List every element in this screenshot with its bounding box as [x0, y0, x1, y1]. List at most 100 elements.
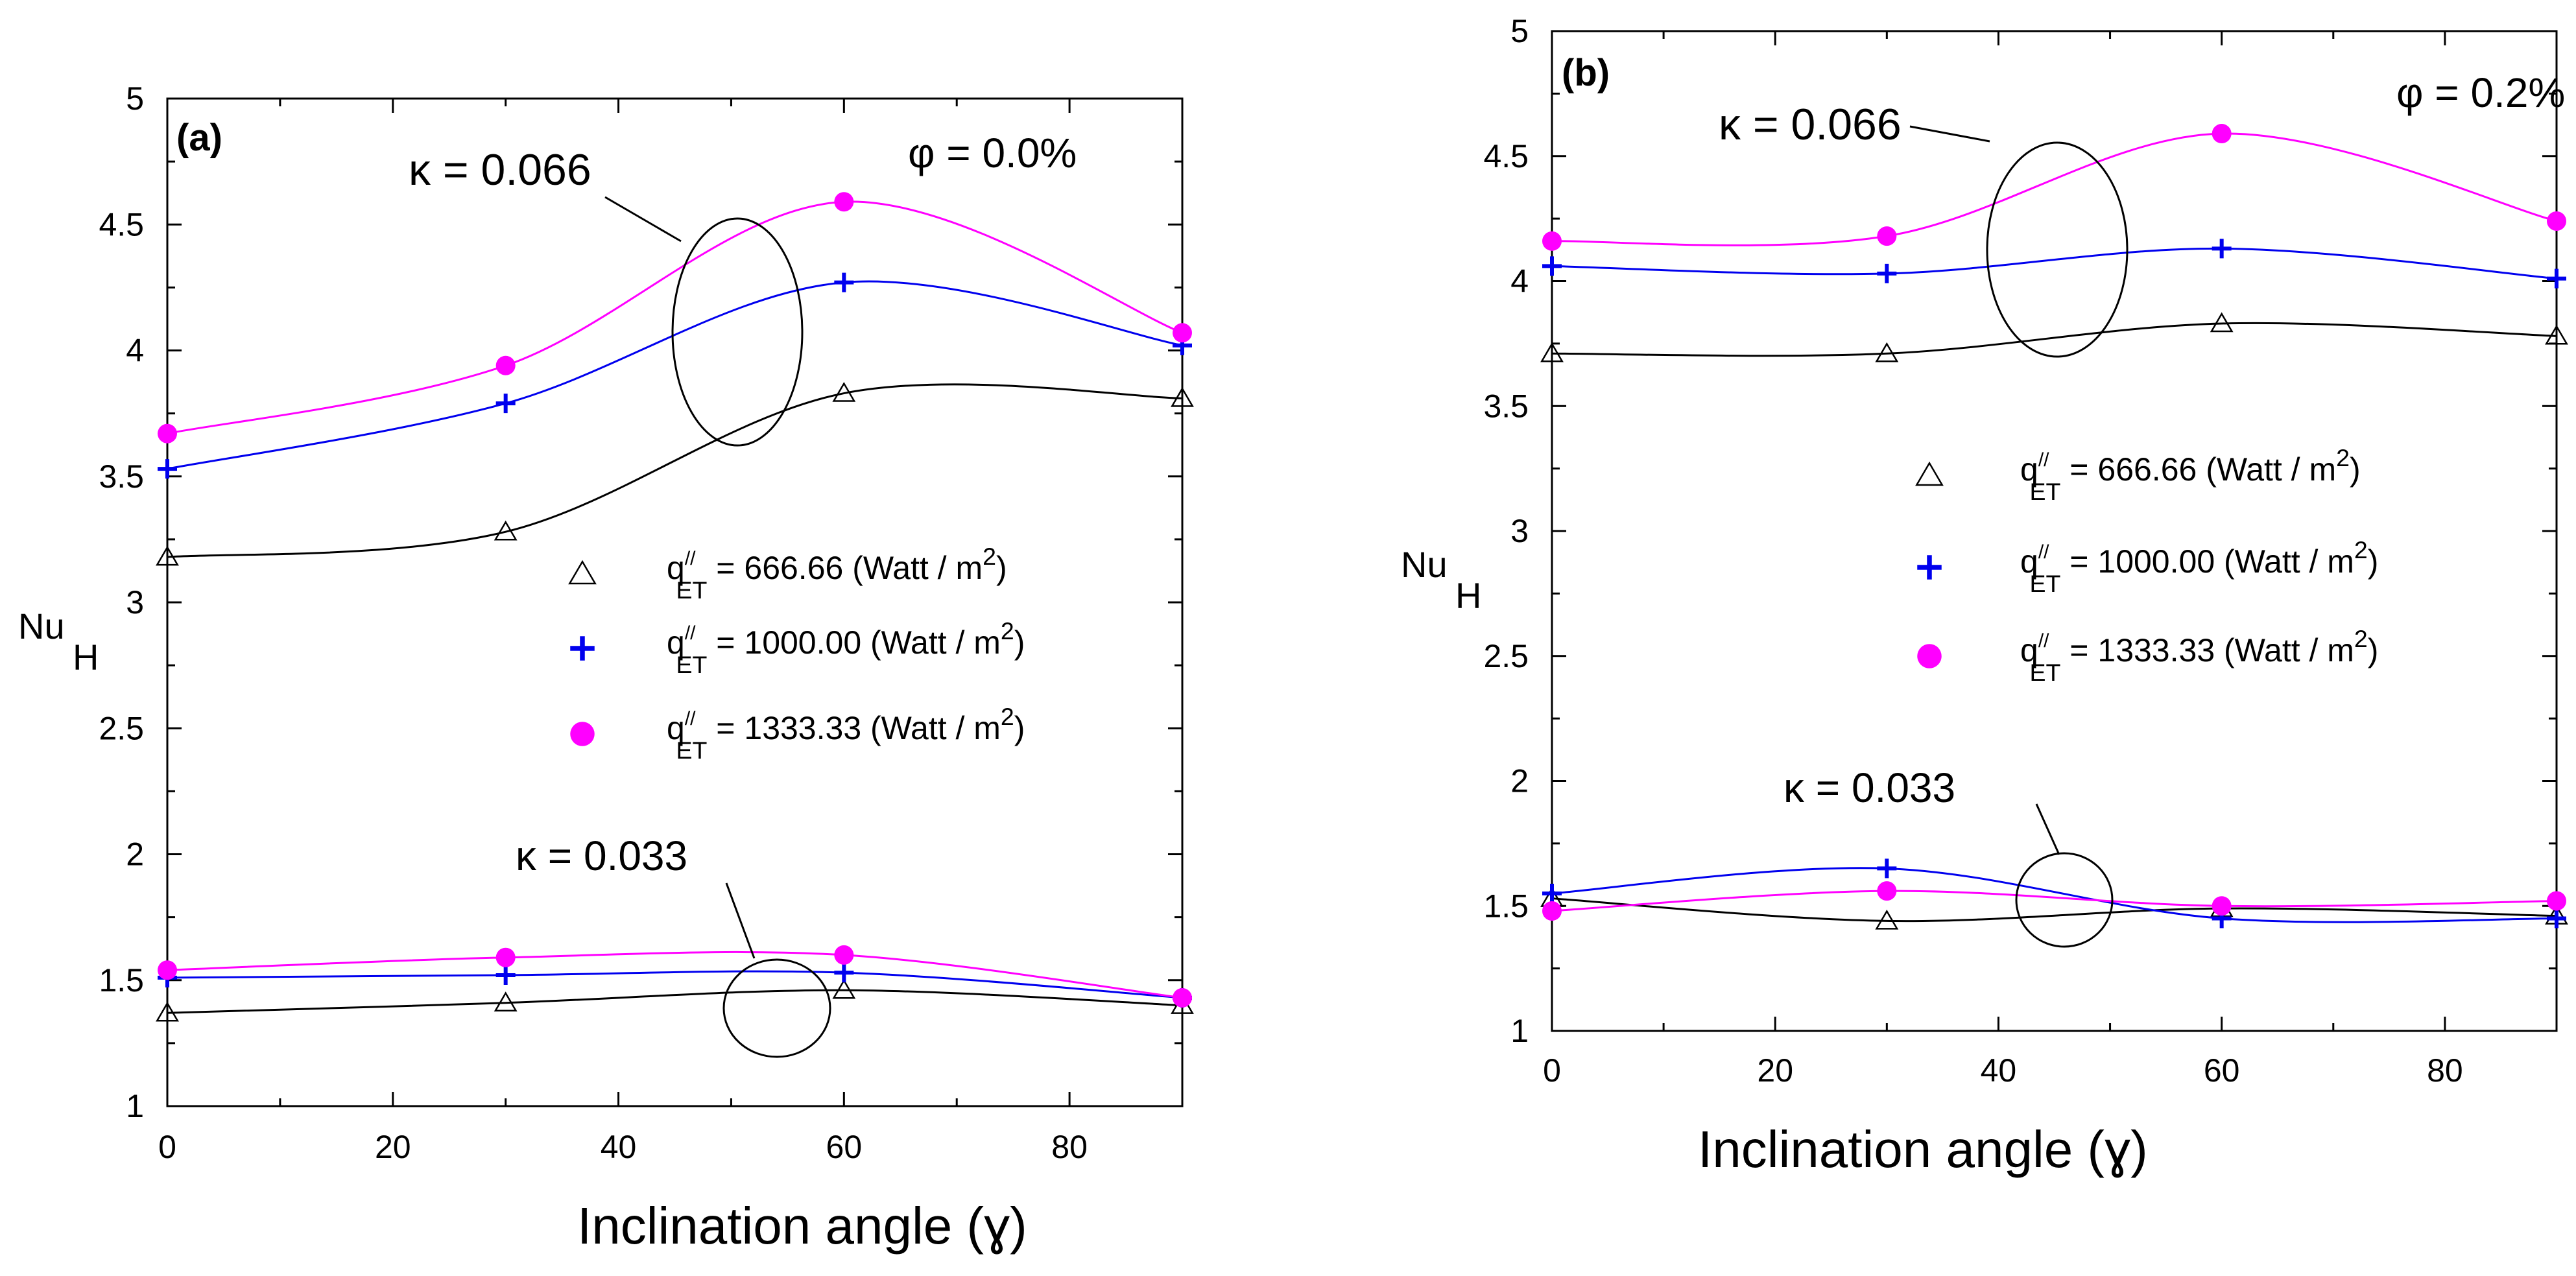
data-point-q1000 [158, 459, 177, 479]
data-point-q666 [494, 991, 518, 1011]
x-tick-label: 20 [375, 1129, 411, 1165]
data-point-q666 [2210, 312, 2234, 333]
data-point-q1333 [1542, 901, 1562, 921]
y-tick-label: 2.5 [99, 710, 144, 746]
data-point-q1000 [495, 394, 516, 414]
data-point-q1333 [834, 945, 854, 965]
data-point-q1333 [834, 192, 854, 212]
data-point-q1333 [495, 947, 516, 967]
y-tick-label: 1 [126, 1088, 144, 1124]
data-point-q666 [832, 978, 856, 999]
ellipse-leader-line-1 [604, 196, 682, 242]
data-point-q1333 [1542, 231, 1562, 251]
legend-marker-q666 [1915, 461, 1944, 486]
legend-close: ) [996, 550, 1007, 586]
y-tick-label: 4.5 [99, 206, 144, 242]
data-point-q666 [1875, 342, 1899, 362]
y-tick-label: 1 [1510, 1013, 1529, 1049]
legend-symbol: q [667, 710, 685, 746]
data-point-q1000 [1877, 263, 1897, 283]
x-axis-label: Inclination angle (ɣ) [577, 1197, 1027, 1255]
legend-exponent: 2 [1001, 617, 1014, 644]
y-tick-label: 5 [1510, 13, 1529, 49]
data-point-q666 [1540, 342, 1564, 362]
data-point-q666 [494, 520, 518, 541]
data-point-q666 [156, 1001, 179, 1022]
ellipse-leader-line-1 [1909, 125, 1990, 143]
data-point-q666 [156, 545, 179, 566]
plot-frame [166, 97, 1184, 1107]
series-line-q1000-group1 [167, 280, 1183, 470]
data-point-q1333 [158, 423, 177, 443]
y-tick-label: 2 [126, 836, 144, 873]
data-point-q666 [832, 382, 856, 402]
data-point-q1000 [834, 272, 854, 292]
x-tick-label: 20 [1757, 1052, 1793, 1089]
legend-subscript: ET [676, 737, 707, 764]
legend-close: ) [1014, 710, 1025, 746]
series-line-q1333-group1 [1551, 132, 2557, 246]
y-tick-label: 3 [1510, 513, 1529, 549]
y-axis-label: Nu [1401, 544, 1448, 585]
data-point-q1000 [834, 963, 854, 983]
data-point-q1000 [2212, 239, 2232, 259]
legend-exponent: 2 [2354, 536, 2368, 563]
legend-superscript: // [2038, 541, 2049, 563]
legend-text: = 1000.00 (Watt / m [707, 624, 1001, 661]
legend-marker-q666 [568, 560, 597, 585]
x-tick-label: 80 [2427, 1052, 2463, 1089]
chart-panel-a: 0 20 40 60 80 1 1.5 2 2.5 3 3.5 4 4.5 5 Inclination an… [18, 80, 1194, 1255]
legend-entry-q666: q// ET = 666.66 (Watt / m2) [2020, 444, 2361, 505]
series-line-q1333-group1 [167, 200, 1183, 435]
kappa-label-2: κ = 0.033 [516, 833, 687, 879]
legend-symbol: q [667, 550, 685, 586]
legend-subscript: ET [2029, 478, 2060, 505]
group-ellipse-2 [722, 958, 831, 1058]
x-axis-label: Inclination angle (ɣ) [1698, 1120, 2148, 1178]
x-tick-label: 40 [601, 1129, 637, 1165]
y-tick-label: 4.5 [1483, 138, 1529, 174]
plot-frame [1551, 30, 2558, 1032]
legend-symbol: q [2020, 451, 2038, 488]
data-point-q1000 [1877, 858, 1897, 879]
x-tick-label: 80 [1051, 1129, 1088, 1165]
y-tick-label: 1.5 [1483, 888, 1529, 924]
legend-entry-q666: q// ET = 666.66 (Watt / m2) [667, 543, 1007, 604]
y-tick-label: 4 [126, 333, 144, 369]
data-point-q1000 [2547, 908, 2566, 928]
legend-subscript: ET [2029, 659, 2060, 686]
legend-marker-q1000 [1917, 555, 1942, 580]
phi-annotation: φ = 0.2% [2396, 69, 2565, 116]
legend-exponent: 2 [1001, 703, 1014, 730]
data-point-q1333 [495, 355, 516, 375]
legend-entry-q1000: q// ET = 1000.00 (Watt / m2) [667, 617, 1025, 678]
data-point-q1333 [1173, 987, 1192, 1008]
data-point-q1000 [495, 965, 516, 985]
data-point-q1000 [1542, 256, 1562, 276]
x-tick-label: 0 [158, 1129, 176, 1165]
data-point-q1333 [1877, 226, 1897, 246]
series-line-q666-group2 [1551, 897, 2557, 923]
series-line-q1000-group2 [1551, 867, 2557, 923]
legend-superscript: // [2038, 630, 2049, 652]
legend-exponent: 2 [983, 543, 996, 570]
series-line-q1000-group1 [1551, 247, 2557, 280]
group-ellipse-2 [2015, 852, 2114, 948]
y-axis-label-subscript: H [73, 637, 99, 678]
data-point-q666 [1171, 386, 1194, 407]
x-tick-label: 60 [2204, 1052, 2240, 1089]
series-line-q666-group1 [1551, 322, 2557, 357]
kappa-label-1: κ = 0.066 [409, 145, 591, 195]
legend-superscript: // [2038, 449, 2049, 471]
y-tick-label: 2 [1510, 763, 1529, 799]
data-point-q1333 [2212, 896, 2232, 916]
y-tick-label: 3 [126, 584, 144, 620]
series-line-q666-group2 [167, 989, 1183, 1014]
legend-text: = 1333.33 (Watt / m [707, 710, 1001, 746]
data-point-q1333 [2212, 124, 2232, 144]
legend-subscript: ET [676, 576, 707, 604]
x-tick-label: 60 [826, 1129, 863, 1165]
legend-symbol: q [667, 624, 685, 661]
y-tick-label: 4 [1510, 263, 1529, 300]
